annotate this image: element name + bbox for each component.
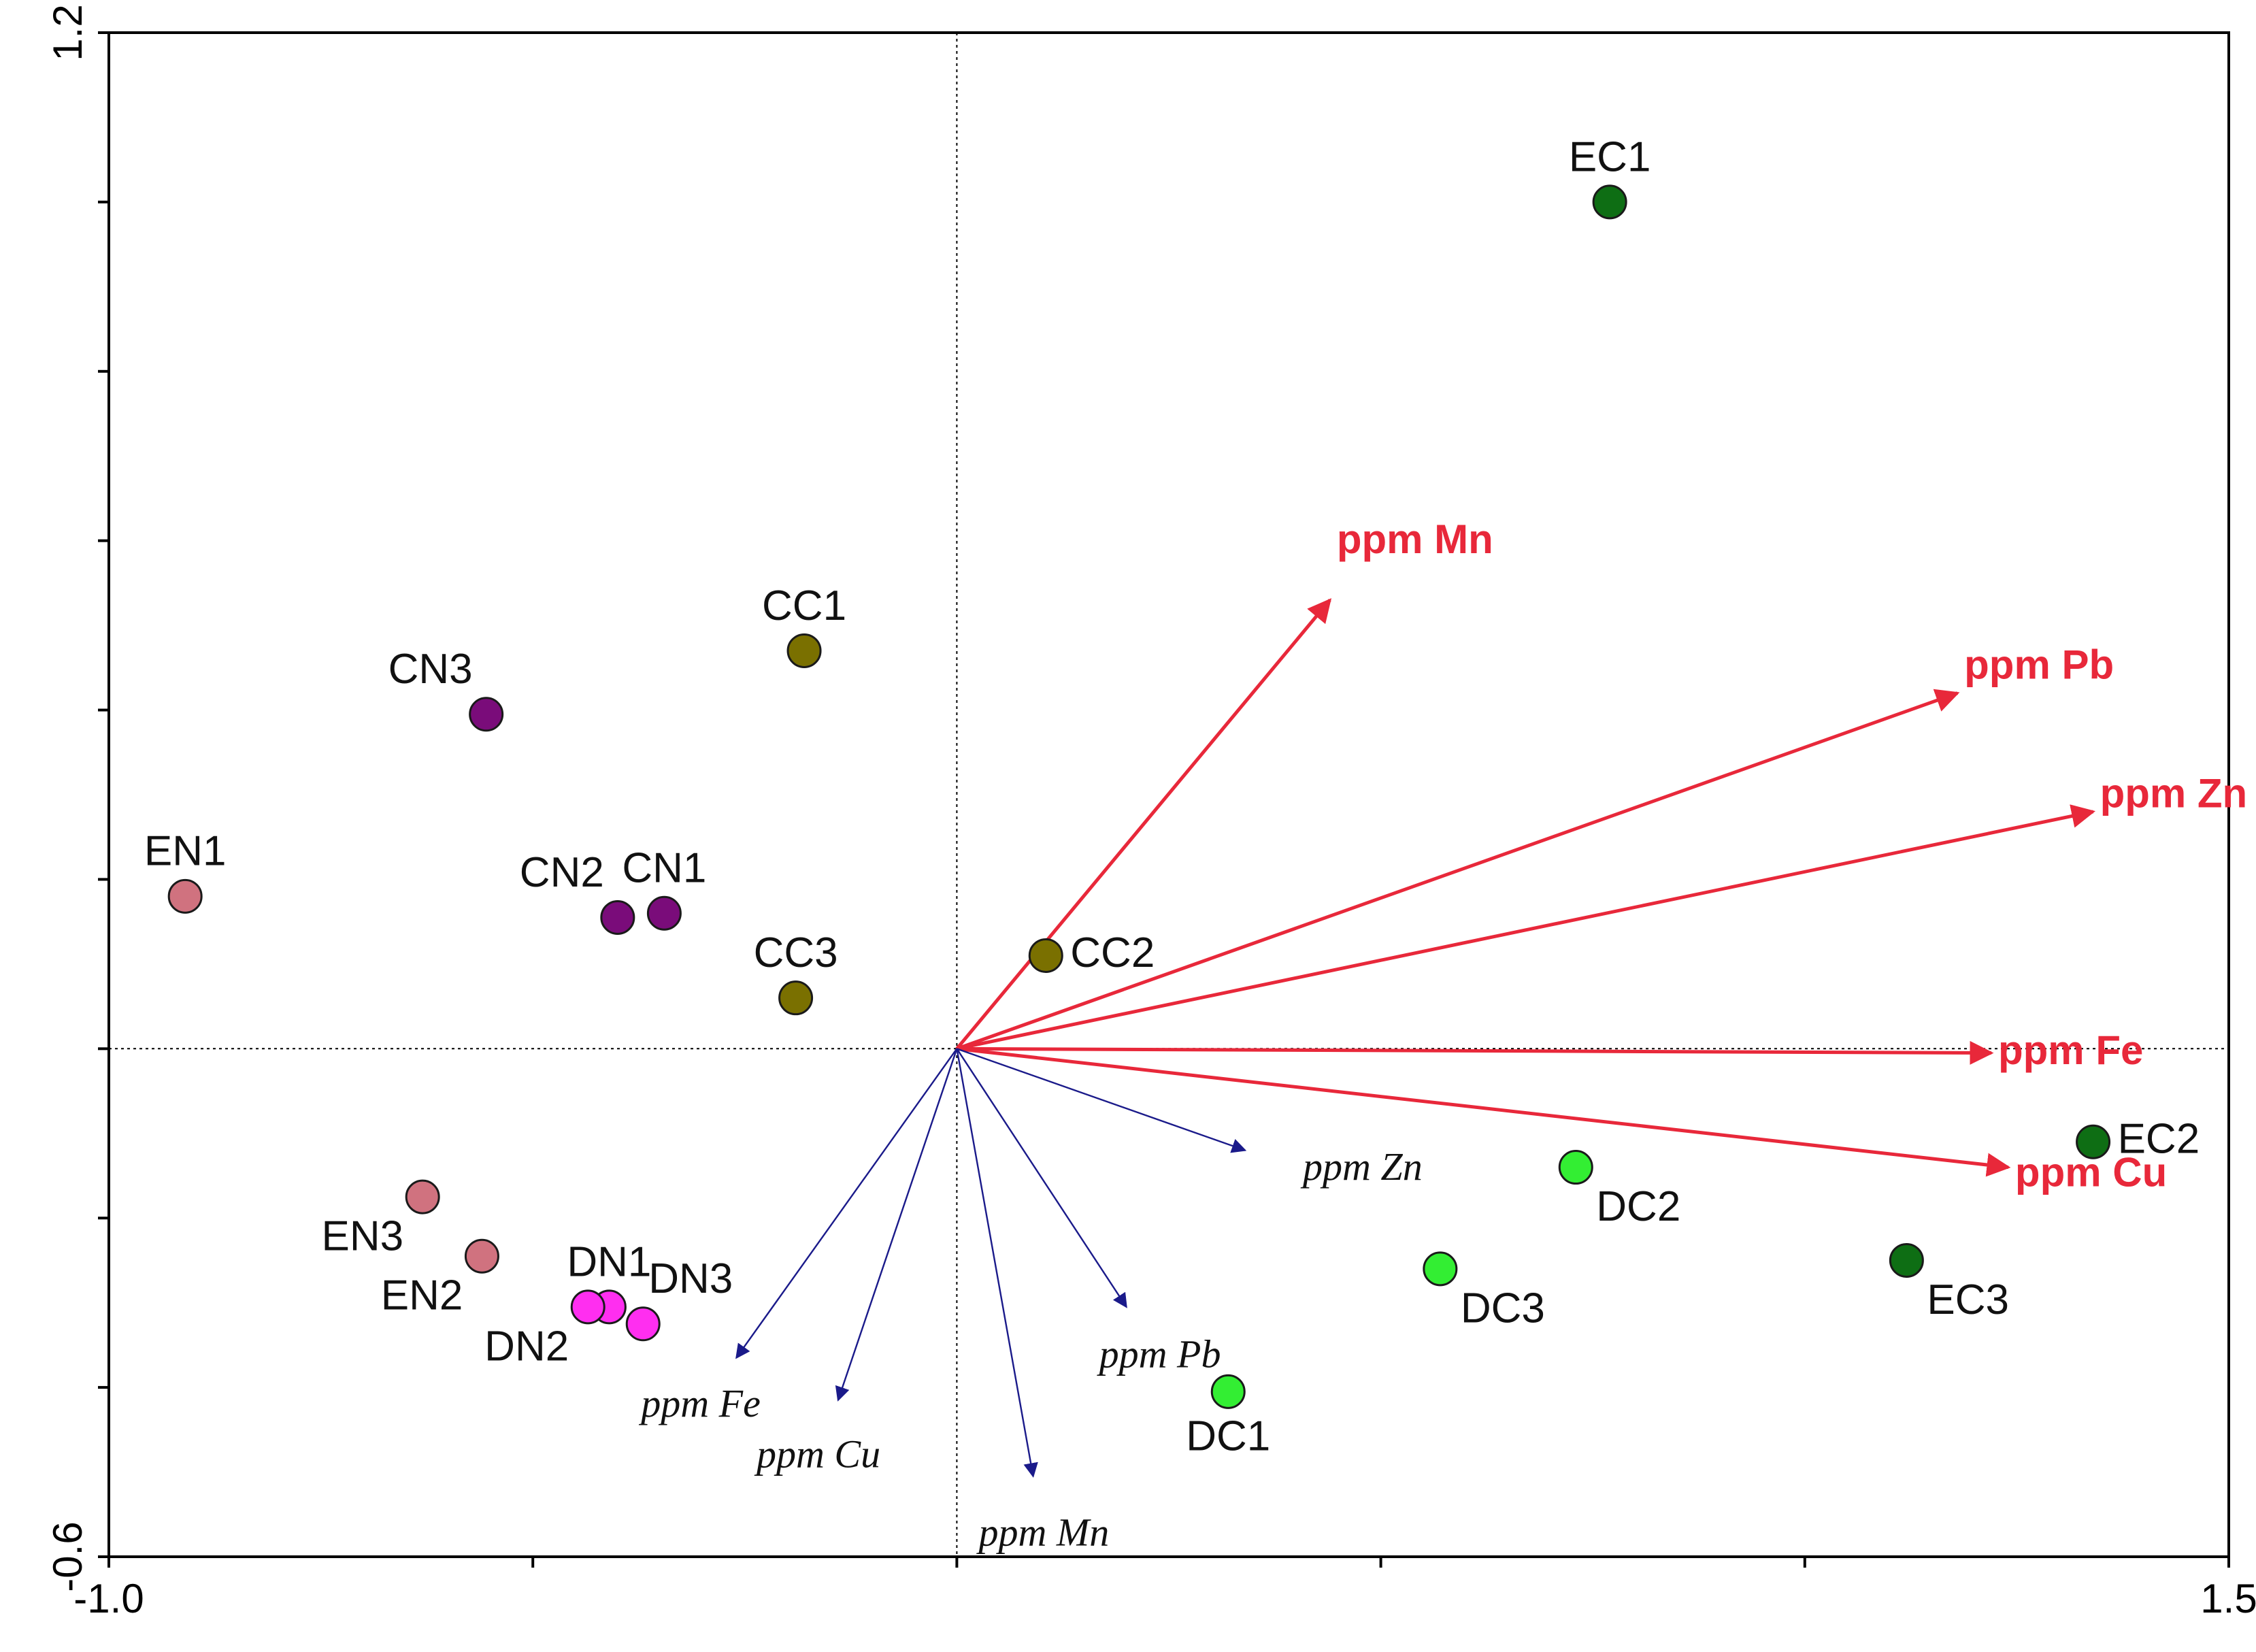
x-tick-label-1-5: 1.5 — [2200, 1576, 2256, 1621]
point-label-dc3: DC3 — [1461, 1285, 1545, 1332]
point-label-cn3: CN3 — [388, 646, 473, 693]
vector-label-response-ppm-mn: ppm Mn — [1337, 516, 1493, 562]
point-label-en3: EN3 — [322, 1212, 404, 1259]
point-label-cc3: CC3 — [754, 929, 838, 976]
vector-response-ppm-zn — [956, 804, 2096, 1051]
point-label-ec2: EC2 — [2118, 1116, 2200, 1163]
vector-explanatory-ppm-mn — [956, 1048, 1038, 1478]
plot-frame — [107, 31, 2230, 1558]
point-label-en1: EN1 — [144, 828, 227, 875]
point-en1 — [167, 878, 203, 914]
point-cn1 — [646, 895, 682, 931]
y-tick-label-0-6: -0.6 — [45, 1521, 90, 1591]
vector-label-explanatory-ppm-fe: ppm Fe — [638, 1381, 761, 1425]
point-dn3 — [625, 1306, 661, 1342]
vector-response-ppm-fe — [957, 1040, 1994, 1065]
point-dc3 — [1423, 1251, 1458, 1287]
point-label-ec3: EC3 — [1927, 1276, 2009, 1323]
point-ec2 — [2076, 1124, 2111, 1159]
axis-tick-labels: -1.0 1.5 1.2 -0.6 — [45, 4, 2256, 1621]
y-tick-label-1-2: 1.2 — [45, 4, 90, 61]
point-label-dn2: DN2 — [484, 1323, 569, 1370]
point-en3 — [405, 1179, 440, 1215]
point-dc1 — [1210, 1374, 1246, 1409]
point-en2 — [464, 1238, 499, 1274]
point-cn3 — [469, 697, 504, 732]
vector-label-response-ppm-zn: ppm Zn — [2100, 770, 2248, 816]
vector-response-ppm-mn — [955, 598, 1332, 1050]
vector-label-explanatory-ppm-zn: ppm Zn — [1300, 1144, 1423, 1189]
point-label-dn3: DN3 — [648, 1255, 733, 1302]
vector-explanatory-ppm-fe — [735, 1048, 958, 1359]
point-cc2 — [1028, 938, 1063, 973]
point-label-en2: EN2 — [381, 1272, 463, 1319]
point-label-dc1: DC1 — [1186, 1413, 1270, 1460]
point-label-cc2: CC2 — [1070, 929, 1155, 976]
point-cn2 — [600, 899, 635, 935]
point-label-dc2: DC2 — [1596, 1183, 1680, 1230]
vector-label-explanatory-ppm-cu: ppm Cu — [754, 1432, 880, 1476]
sample-points: EC1 EC2 EC3 DC1 DC2 DC3 CC1 CC2 CC3 CN1 CN2 CN3 EN1 E… — [144, 133, 2200, 1459]
vector-label-explanatory-ppm-mn: ppm Mn — [976, 1510, 1110, 1555]
point-label-cc1: CC1 — [762, 582, 846, 629]
vector-explanatory-ppm-pb — [956, 1048, 1127, 1308]
vector-response-ppm-cu — [957, 1046, 2011, 1177]
point-dn2 — [570, 1289, 606, 1325]
point-dc2 — [1558, 1150, 1593, 1185]
vector-response-ppm-pb — [956, 689, 1960, 1051]
vector-label-response-ppm-pb: ppm Pb — [1964, 642, 2114, 688]
axis-ticks — [98, 31, 2230, 1568]
vector-label-response-ppm-fe: ppm Fe — [1998, 1027, 2143, 1073]
vector-explanatory-ppm-cu — [835, 1048, 958, 1402]
vector-arrows: ppm Mn ppm Pb ppm Zn ppm Fe ppm Cu ppm Zn ppm … — [638, 516, 2247, 1555]
point-label-cn2: CN2 — [520, 849, 604, 896]
vector-label-explanatory-ppm-pb: ppm Pb — [1097, 1332, 1221, 1376]
point-cc3 — [778, 980, 814, 1016]
point-ec1 — [1592, 184, 1627, 220]
point-ec3 — [1889, 1242, 1924, 1278]
point-label-dn1: DN1 — [567, 1238, 651, 1285]
point-label-ec1: EC1 — [1569, 133, 1651, 180]
point-label-cn1: CN1 — [622, 845, 706, 892]
vector-explanatory-ppm-zn — [957, 1048, 1247, 1153]
x-tick-label-1-0: -1.0 — [73, 1576, 144, 1621]
point-cc1 — [786, 633, 822, 668]
